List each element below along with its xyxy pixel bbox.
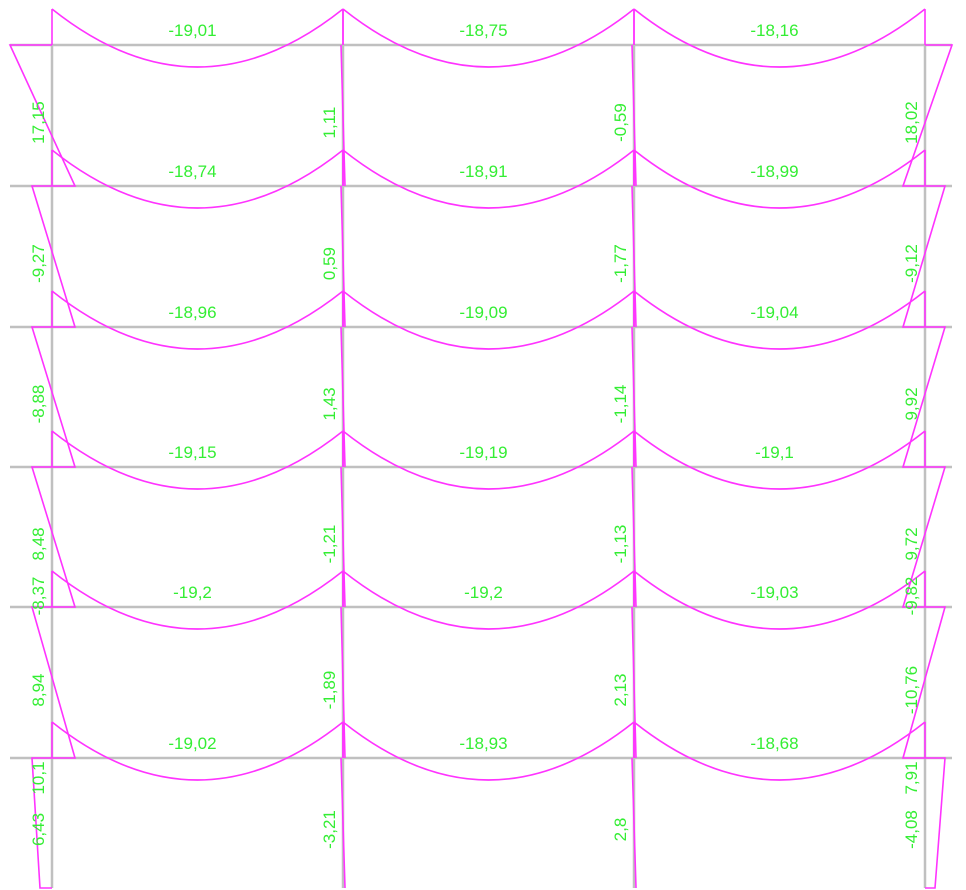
beam-moment-label: -19,2 <box>173 583 212 602</box>
column-moment-left-s6 <box>8 44 77 187</box>
beam-moment-curve-l2-b2 <box>342 570 635 630</box>
column-moment-right-s2 <box>901 606 947 759</box>
beam-moment-curve-l5-b2 <box>342 149 635 209</box>
column-moment-left-s3 <box>30 466 77 608</box>
column-moment-label: -1,89 <box>320 671 339 710</box>
beam-moment-label: -19,1 <box>755 443 794 462</box>
beam-moment-curve-l6-b3 <box>633 8 926 68</box>
column-moment-label: -4,08 <box>902 810 921 849</box>
beam-moment-curve-l1-b1 <box>51 721 344 781</box>
column-moment-label: 8,48 <box>29 527 48 560</box>
beam-moment-curve-l3-b1 <box>51 430 344 490</box>
beam-moment-curve-l1-b3 <box>633 721 926 781</box>
moment-labels: -19,01 -18,75 -18,16 -18,74 -18,91 -18,99 -18,… <box>29 21 921 849</box>
joint-moment-label: -8,37 <box>29 577 48 616</box>
column-moment-left-s1 <box>31 757 52 889</box>
column-moment-label: 9,72 <box>902 527 921 560</box>
column-moment-inner-3-s2 <box>631 606 637 759</box>
column-moment-right-s3 <box>901 466 947 608</box>
column-moment-left-s2 <box>30 606 77 759</box>
beam-moment-label: -18,99 <box>750 162 798 181</box>
beam-moment-label: -19,19 <box>459 443 507 462</box>
beam-moment-curve-l5-b1 <box>51 149 344 209</box>
column-moment-label: -1,14 <box>611 385 630 424</box>
beam-moment-label: -18,68 <box>750 734 798 753</box>
beam-moment-label: -19,01 <box>168 21 216 40</box>
beam-moment-curve-l3-b3 <box>633 430 926 490</box>
joint-moment-label: 7,91 <box>902 761 921 794</box>
column-moment-inner-2-s6 <box>340 44 346 187</box>
moment-curves <box>8 8 954 889</box>
column-moment-label: 18,02 <box>902 101 921 144</box>
beam-moment-label: -18,75 <box>459 21 507 40</box>
beam-moment-curve-l6-b2 <box>342 8 635 68</box>
column-moment-label: 2,13 <box>611 674 630 707</box>
column-moment-label: 8,94 <box>29 674 48 707</box>
beam-moment-label: -18,96 <box>168 303 216 322</box>
beam-moment-label: -18,93 <box>459 734 507 753</box>
column-moment-inner-3-s1 <box>631 757 637 889</box>
beam-moment-curve-l5-b3 <box>633 149 926 209</box>
column-moment-label: -10,76 <box>902 666 921 714</box>
column-moment-label: 6,43 <box>29 813 48 846</box>
beam-moment-curve-l4-b1 <box>51 290 344 350</box>
beam-moment-curve-l2-b3 <box>633 570 926 630</box>
column-moment-right-s4 <box>901 326 947 468</box>
column-moment-inner-3-s3 <box>631 466 637 608</box>
beam-moment-label: -19,15 <box>168 443 216 462</box>
column-moment-inner-2-s5 <box>340 185 346 328</box>
joint-moment-label: 10,1 <box>29 761 48 794</box>
column-moment-right-s5 <box>901 185 947 328</box>
column-moment-label: 0,59 <box>320 247 339 280</box>
column-moment-inner-3-s4 <box>631 326 637 468</box>
beam-moment-curve-l2-b1 <box>51 570 344 630</box>
beam-moment-label: -19,09 <box>459 303 507 322</box>
beam-moment-label: -18,16 <box>750 21 798 40</box>
beam-moment-curve-l6-b1 <box>51 8 344 68</box>
column-moment-label: 9,92 <box>902 387 921 420</box>
column-moment-label: -1,13 <box>611 525 630 564</box>
beam-moment-label: -18,74 <box>168 162 216 181</box>
column-moment-label: 1,43 <box>320 387 339 420</box>
column-moment-label: -9,27 <box>29 244 48 283</box>
column-moment-inner-2-s4 <box>340 326 346 468</box>
column-moment-label: 17,15 <box>29 101 48 144</box>
column-moment-label: -1,21 <box>320 525 339 564</box>
column-moment-inner-3-s6 <box>631 44 637 187</box>
beam-moment-label: -19,04 <box>750 303 798 322</box>
column-moment-label: -8,88 <box>29 385 48 424</box>
column-moment-right-s1 <box>925 757 946 889</box>
column-moment-label: 1,11 <box>320 107 339 139</box>
column-moment-label: 2,8 <box>611 818 630 842</box>
column-moment-label: -3,21 <box>320 810 339 849</box>
column-moment-inner-2-s3 <box>340 466 346 608</box>
column-moment-left-s4 <box>30 326 77 468</box>
column-moment-right-s6 <box>901 44 954 187</box>
beam-moment-curve-l3-b2 <box>342 430 635 490</box>
column-moment-left-s5 <box>30 185 77 328</box>
column-moment-label: -0,59 <box>611 103 630 142</box>
beam-moment-label: -18,91 <box>459 162 507 181</box>
column-moment-inner-3-s5 <box>631 185 637 328</box>
beam-moment-label: -19,03 <box>750 583 798 602</box>
column-moment-inner-2-s2 <box>340 606 346 759</box>
beam-moment-curve-l4-b3 <box>633 290 926 350</box>
beam-moment-label: -19,02 <box>168 734 216 753</box>
beam-moment-label: -19,2 <box>464 583 503 602</box>
column-moment-label: -9,12 <box>902 244 921 283</box>
beam-moment-curve-l4-b2 <box>342 290 635 350</box>
joint-moment-label: -9,82 <box>902 577 921 616</box>
column-moment-label: -1,77 <box>611 244 630 283</box>
column-moment-inner-2-s1 <box>340 757 346 889</box>
beam-moment-curve-l1-b2 <box>342 721 635 781</box>
